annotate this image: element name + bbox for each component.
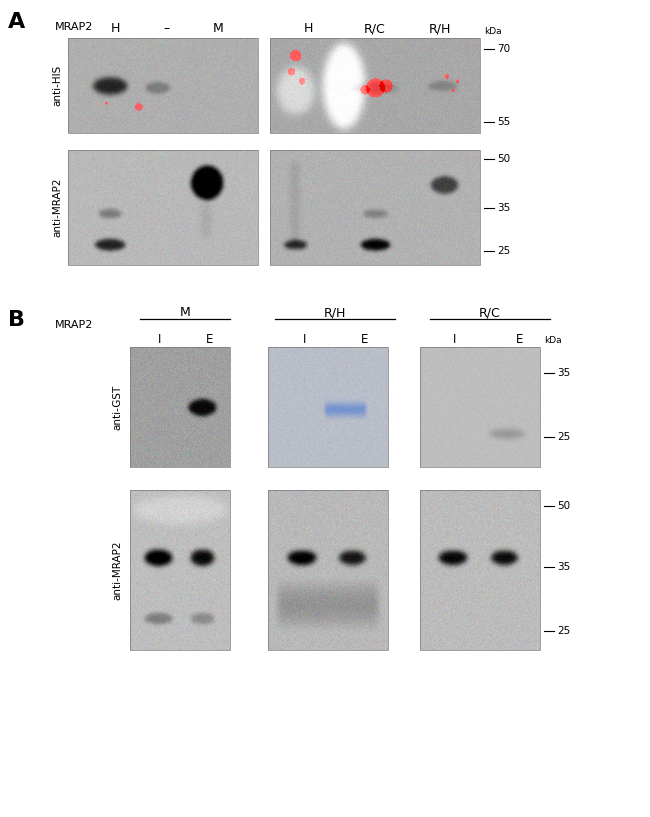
Text: 25: 25 (497, 246, 510, 257)
Text: kDa: kDa (484, 27, 502, 36)
Text: R/H: R/H (429, 22, 451, 35)
Text: R/C: R/C (479, 306, 501, 319)
Text: I: I (453, 333, 457, 346)
Text: 25: 25 (557, 626, 570, 636)
Text: 50: 50 (557, 501, 570, 511)
Text: anti-GST: anti-GST (112, 384, 122, 430)
Bar (68, 38, 258, 133)
Text: 50: 50 (497, 154, 510, 164)
Text: I: I (159, 333, 162, 346)
Bar (130, 347, 230, 467)
Text: anti-HIS: anti-HIS (52, 65, 62, 106)
Text: R/C: R/C (364, 22, 386, 35)
Bar (68, 150, 258, 265)
Text: MRAP2: MRAP2 (55, 320, 94, 330)
Bar (270, 38, 480, 133)
Text: R/H: R/H (324, 306, 346, 319)
Text: A: A (8, 12, 25, 32)
Text: 70: 70 (497, 44, 510, 55)
Text: E: E (206, 333, 214, 346)
Text: 55: 55 (497, 117, 510, 127)
Text: MRAP2: MRAP2 (55, 22, 94, 32)
Text: M: M (213, 22, 224, 35)
Text: M: M (179, 306, 190, 319)
Text: anti-MRAP2: anti-MRAP2 (52, 178, 62, 237)
Bar (270, 150, 480, 265)
Bar (420, 347, 540, 467)
Text: 35: 35 (557, 562, 570, 572)
Text: H: H (111, 22, 120, 35)
Text: 25: 25 (557, 432, 570, 442)
Bar (130, 490, 230, 650)
Text: H: H (304, 22, 313, 35)
Text: 35: 35 (497, 203, 510, 212)
Text: I: I (304, 333, 307, 346)
Bar (420, 490, 540, 650)
Bar (268, 490, 388, 650)
Text: E: E (516, 333, 524, 346)
Text: –: – (164, 22, 170, 35)
Text: anti-MRAP2: anti-MRAP2 (112, 540, 122, 600)
Text: 35: 35 (557, 368, 570, 378)
Text: kDa: kDa (544, 336, 562, 345)
Text: B: B (8, 310, 25, 330)
Bar (268, 347, 388, 467)
Text: E: E (361, 333, 369, 346)
